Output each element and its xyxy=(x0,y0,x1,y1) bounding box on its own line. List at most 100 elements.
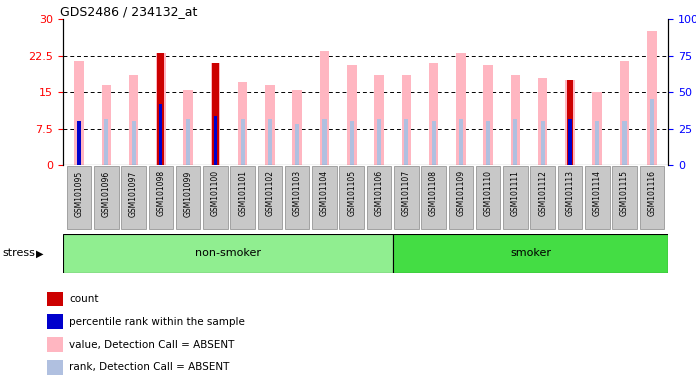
Bar xyxy=(230,166,255,229)
Text: GSM101107: GSM101107 xyxy=(402,170,411,217)
Text: GSM101098: GSM101098 xyxy=(157,170,166,217)
Bar xyxy=(347,65,356,165)
Text: GSM101096: GSM101096 xyxy=(102,170,111,217)
Bar xyxy=(595,121,599,165)
Bar xyxy=(148,166,173,229)
Bar xyxy=(486,121,490,165)
Text: GSM101108: GSM101108 xyxy=(429,170,438,216)
Bar xyxy=(74,61,84,165)
Text: GSM101095: GSM101095 xyxy=(74,170,84,217)
Bar xyxy=(121,166,146,229)
Bar xyxy=(102,85,111,165)
Bar xyxy=(214,119,217,165)
Text: stress: stress xyxy=(2,248,35,258)
Text: GSM101111: GSM101111 xyxy=(511,170,520,216)
Bar xyxy=(459,119,463,165)
Bar xyxy=(67,166,91,229)
Text: smoker: smoker xyxy=(510,248,551,258)
Bar xyxy=(483,65,493,165)
Bar xyxy=(538,78,548,165)
Bar xyxy=(456,53,466,165)
Bar xyxy=(47,291,63,306)
Bar xyxy=(394,166,418,229)
Bar xyxy=(159,129,163,165)
Bar xyxy=(322,119,326,165)
Text: ▶: ▶ xyxy=(36,248,44,258)
Bar xyxy=(421,166,446,229)
Bar xyxy=(449,166,473,229)
Text: value, Detection Call = ABSENT: value, Detection Call = ABSENT xyxy=(70,339,235,349)
Bar xyxy=(569,119,571,165)
Bar xyxy=(241,119,245,165)
Bar xyxy=(211,63,220,165)
Bar xyxy=(650,99,654,165)
Text: GDS2486 / 234132_at: GDS2486 / 234132_at xyxy=(60,5,197,18)
Text: GSM101109: GSM101109 xyxy=(457,170,466,217)
Text: count: count xyxy=(70,294,99,304)
Bar xyxy=(47,314,63,329)
Bar xyxy=(592,92,602,165)
Bar xyxy=(541,121,545,165)
Text: GSM101097: GSM101097 xyxy=(129,170,138,217)
Bar xyxy=(530,166,555,229)
Text: GSM101099: GSM101099 xyxy=(184,170,193,217)
Bar xyxy=(214,116,217,165)
Bar xyxy=(402,75,411,165)
Bar xyxy=(404,119,409,165)
Bar xyxy=(258,166,282,229)
Bar xyxy=(514,119,517,165)
Bar xyxy=(503,166,528,229)
Bar xyxy=(295,124,299,165)
Bar xyxy=(265,85,275,165)
Text: GSM101102: GSM101102 xyxy=(265,170,274,216)
Bar xyxy=(292,90,302,165)
Text: GSM101104: GSM101104 xyxy=(320,170,329,217)
Bar xyxy=(183,90,193,165)
Bar xyxy=(319,51,329,165)
Bar xyxy=(476,166,500,229)
Bar xyxy=(340,166,364,229)
Bar xyxy=(557,166,583,229)
Bar xyxy=(647,31,656,165)
Bar xyxy=(156,53,166,165)
Bar xyxy=(159,104,162,165)
Bar xyxy=(619,61,629,165)
Bar xyxy=(313,166,337,229)
Bar xyxy=(212,63,219,165)
Bar xyxy=(186,119,190,165)
Bar xyxy=(393,234,668,273)
Bar xyxy=(612,166,637,229)
Bar xyxy=(568,124,572,165)
Bar xyxy=(104,119,109,165)
Text: GSM101116: GSM101116 xyxy=(647,170,656,216)
Bar xyxy=(511,75,520,165)
Bar xyxy=(157,53,164,165)
Bar xyxy=(585,166,610,229)
Bar xyxy=(176,166,200,229)
Bar xyxy=(132,121,136,165)
Bar xyxy=(567,80,574,165)
Text: GSM101100: GSM101100 xyxy=(211,170,220,217)
Text: GSM101103: GSM101103 xyxy=(293,170,301,217)
Bar xyxy=(374,75,383,165)
Bar xyxy=(63,234,393,273)
Text: GSM101110: GSM101110 xyxy=(484,170,493,216)
Text: rank, Detection Call = ABSENT: rank, Detection Call = ABSENT xyxy=(70,362,230,372)
Bar xyxy=(622,121,626,165)
Text: GSM101101: GSM101101 xyxy=(238,170,247,216)
Text: non-smoker: non-smoker xyxy=(195,248,261,258)
Text: GSM101114: GSM101114 xyxy=(593,170,602,216)
Bar xyxy=(129,75,139,165)
Bar xyxy=(565,80,575,165)
Bar xyxy=(47,337,63,352)
Bar xyxy=(47,360,63,375)
Bar xyxy=(238,83,248,165)
Bar xyxy=(94,166,118,229)
Bar xyxy=(77,121,81,165)
Text: percentile rank within the sample: percentile rank within the sample xyxy=(70,317,245,327)
Text: GSM101105: GSM101105 xyxy=(347,170,356,217)
Text: GSM101106: GSM101106 xyxy=(374,170,383,217)
Text: GSM101113: GSM101113 xyxy=(565,170,574,216)
Bar xyxy=(367,166,391,229)
Bar xyxy=(429,63,438,165)
